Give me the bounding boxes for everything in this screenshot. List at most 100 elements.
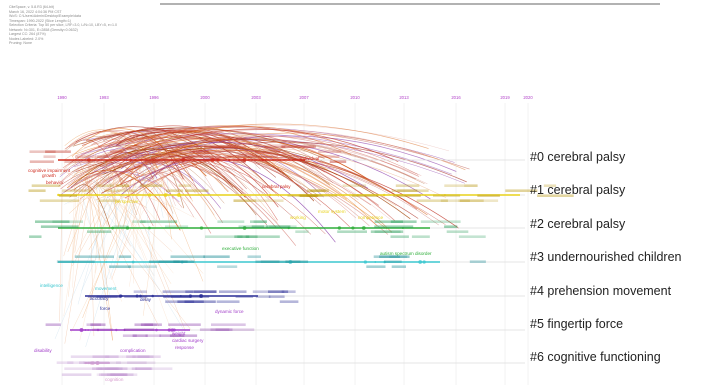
cluster-node <box>199 226 204 230</box>
citation-link <box>82 155 146 319</box>
term-label-blur <box>245 235 280 238</box>
citation-link <box>54 187 119 339</box>
term-label-blur <box>171 295 210 298</box>
term-label-blur <box>199 328 233 331</box>
cluster-node <box>181 158 185 162</box>
term-label-blur <box>215 328 255 331</box>
cluster-node <box>180 260 184 264</box>
term-label-blur <box>204 145 238 148</box>
term-label: delay <box>140 297 152 302</box>
citation-link <box>63 153 89 317</box>
cluster-node <box>129 158 132 162</box>
citation-arc <box>127 124 450 152</box>
cluster-label-4[interactable]: #4 prehension movement <box>530 284 672 298</box>
term-label-blur <box>390 235 409 238</box>
term-label-blur <box>416 199 448 202</box>
term-label: accuracy <box>90 296 109 301</box>
term-label-blur <box>107 367 123 370</box>
term-label-blur <box>35 220 70 223</box>
term-label-blur <box>45 150 71 153</box>
term-label-blur <box>39 199 79 202</box>
citation-arc <box>115 126 362 152</box>
term-label-blur <box>104 189 138 192</box>
term-label-blur <box>217 220 245 223</box>
term-label-blur <box>374 230 401 233</box>
term-label-blur <box>96 184 115 187</box>
citation-link <box>76 174 143 206</box>
cluster-node <box>71 260 75 264</box>
term-label-blur <box>318 150 342 153</box>
term-label-blur <box>295 230 309 233</box>
term-label: cerebral palsy <box>262 184 291 189</box>
term-label: cardiac surgery <box>172 338 204 343</box>
term-label-blur <box>137 355 154 358</box>
term-label-blur <box>391 265 406 268</box>
cluster-label-6[interactable]: #6 cognitive functioning <box>530 350 661 364</box>
term-label-blur <box>203 255 230 258</box>
term-label-blur <box>342 184 367 187</box>
term-label-blur <box>165 300 195 303</box>
cluster-node <box>269 193 272 197</box>
cluster-node <box>170 328 174 332</box>
term-label-blur <box>127 361 147 364</box>
citation-link <box>79 184 112 300</box>
cluster-node <box>131 260 135 264</box>
cluster-node <box>228 158 231 162</box>
term-label-blur <box>260 260 301 263</box>
year-tick-label: 2019 <box>500 95 510 100</box>
cluster-label-1[interactable]: #1 cerebral palsy <box>530 183 626 197</box>
term-label-blur <box>166 189 184 192</box>
term-label-blur <box>185 290 217 293</box>
term-label-blur <box>543 184 557 187</box>
citation-link <box>68 171 82 297</box>
term-label-blur <box>280 145 314 148</box>
term-label-blur <box>96 367 123 370</box>
citation-link <box>59 189 63 322</box>
cluster-label-0[interactable]: #0 cerebral palsy <box>530 150 626 164</box>
citation-arc <box>147 155 278 221</box>
cluster-node <box>287 226 290 230</box>
term-label: disability <box>34 348 52 353</box>
cluster-node <box>118 294 123 298</box>
cluster-node <box>84 329 87 331</box>
term-label-blur <box>281 290 296 293</box>
term-label-blur <box>133 290 147 293</box>
term-label-blur <box>124 295 148 298</box>
term-label-blur <box>52 220 83 223</box>
term-label-blur <box>477 194 500 197</box>
term-label-blur <box>287 194 319 197</box>
citation-arc <box>124 153 418 210</box>
cluster-node <box>210 158 215 162</box>
term-label-blur <box>193 290 217 293</box>
term-label-blur <box>109 373 128 376</box>
cluster-label-2[interactable]: #2 cerebral palsy <box>530 217 626 231</box>
term-label-blur <box>458 199 499 202</box>
term-label-blur <box>444 184 465 187</box>
term-label-blur <box>390 220 417 223</box>
term-label-blur <box>163 295 192 298</box>
term-label-blur <box>90 323 106 326</box>
cluster-node <box>242 226 247 230</box>
term-label-blur <box>40 225 79 228</box>
info-line: Network: N=301, E=2858 (Density=0.0632) <box>9 27 78 32</box>
citation-link <box>123 174 186 332</box>
term-label-blur <box>67 361 85 364</box>
term-label-blur <box>43 155 56 158</box>
citation-link <box>73 178 192 331</box>
term-label-blur <box>116 361 156 364</box>
term-label-blur <box>148 260 188 263</box>
cluster-label-5[interactable]: #5 fingertip force <box>530 317 624 331</box>
citation-arc <box>72 137 422 176</box>
cluster-node <box>151 294 154 298</box>
citation-arc <box>141 126 355 150</box>
term-label-blur <box>253 220 267 223</box>
citation-arc <box>83 137 244 191</box>
citation-arc <box>121 152 207 177</box>
cluster-label-3[interactable]: #3 undernourished children <box>530 250 682 264</box>
term-label-blur <box>92 355 119 358</box>
cluster-node <box>121 295 123 297</box>
citation-link <box>86 175 113 341</box>
cluster-node <box>155 328 158 332</box>
